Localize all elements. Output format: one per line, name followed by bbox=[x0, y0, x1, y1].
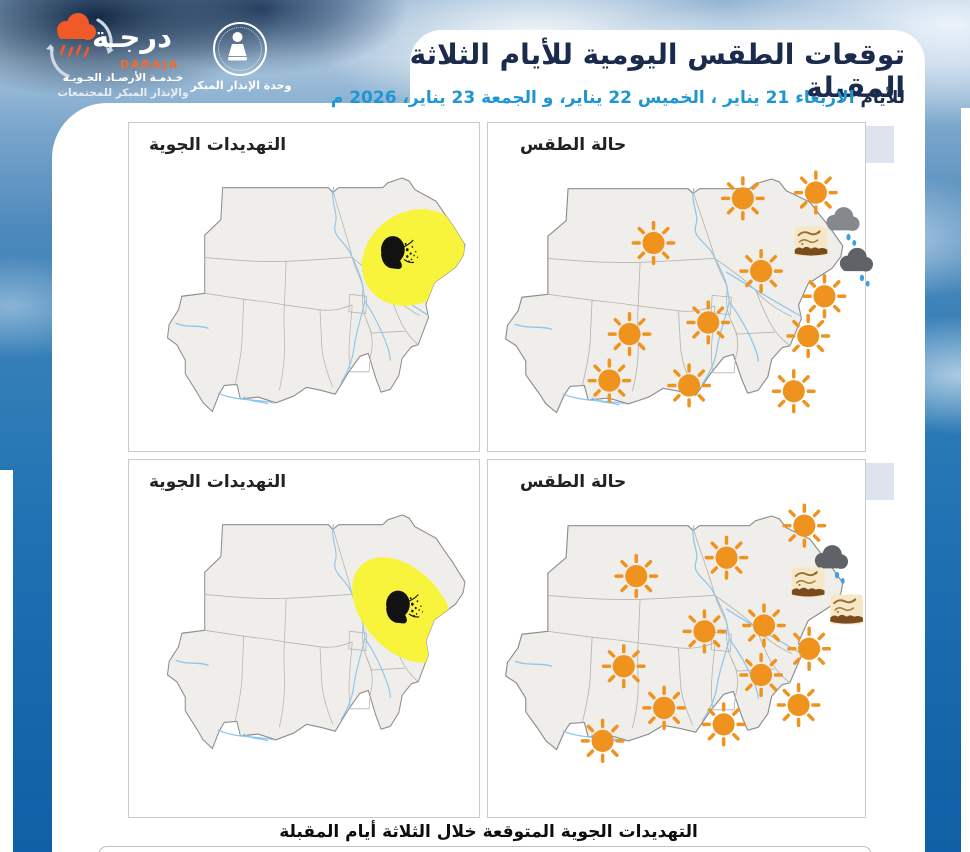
sun-icon bbox=[704, 535, 749, 580]
sun-icon bbox=[776, 682, 821, 728]
sun-icon bbox=[739, 652, 784, 698]
subtitle-lead: للأيام bbox=[860, 88, 905, 108]
sun-icon bbox=[742, 603, 786, 648]
sun-icon bbox=[739, 248, 784, 294]
threats-panel-title: التهديدات الجوية bbox=[149, 135, 287, 155]
sudan-weather-map-tomorrow bbox=[496, 503, 863, 768]
header-card bbox=[410, 30, 925, 112]
dust-storm-icon bbox=[794, 226, 828, 257]
left-page-margin bbox=[0, 470, 13, 852]
sun-icon bbox=[787, 626, 832, 671]
sun-icon bbox=[686, 300, 731, 345]
dust-storm-icon bbox=[830, 594, 863, 625]
daraja-name-english: DARAJA bbox=[120, 58, 180, 71]
bottom-partial-panel bbox=[98, 846, 872, 852]
threats-panel-tomorrow: التهديدات الجوية bbox=[128, 459, 480, 818]
sun-icon bbox=[667, 363, 711, 408]
page-title: توقعات الطقس اليومية للأيام الثلاثة المق… bbox=[409, 38, 905, 104]
sun-icon bbox=[587, 358, 632, 403]
sun-icon bbox=[793, 170, 838, 215]
wind-dust-threat-icon bbox=[381, 236, 419, 270]
sun-icon bbox=[771, 369, 816, 414]
sun-icon bbox=[580, 718, 625, 763]
daraja-tagline-line2: والإنذار المبكر للمجتمعات bbox=[57, 87, 189, 99]
weather-panel-today: حالة الطقس bbox=[487, 122, 874, 452]
rain-cloud-icon bbox=[839, 247, 874, 287]
sun-icon bbox=[720, 176, 765, 221]
subtitle-dates: الاربعاء 21 يناير ، الخميس 22 يناير، و ا… bbox=[330, 88, 855, 108]
sudan-weather-map-today bbox=[496, 170, 874, 431]
sudan-threat-map-tomorrow bbox=[159, 514, 481, 767]
sudan-threat-map-today bbox=[159, 177, 481, 430]
ewu-ring bbox=[213, 22, 267, 76]
footer-caption: التهديدات الجوية المتوقعة خلال الثلاثة أ… bbox=[279, 822, 698, 842]
daraja-tagline-line1: خـدمـة الأرصـاد الجـويـة bbox=[62, 72, 184, 84]
daraja-cloud-rain-icon bbox=[46, 13, 114, 78]
weather-panel-title: حالة الطقس bbox=[520, 472, 627, 492]
dust-storm-icon bbox=[791, 567, 825, 598]
right-page-margin bbox=[961, 108, 970, 852]
sun-icon bbox=[614, 553, 659, 599]
weather-panel-title: حالة الطقس bbox=[520, 135, 627, 155]
daraja-name-arabic: درجـة bbox=[92, 20, 172, 54]
daraja-logo: درجـة DARAJA خـدمـة الأرصـاد الجـويـة وا… bbox=[42, 6, 202, 104]
sun-icon bbox=[802, 274, 847, 319]
rain-cloud-icon bbox=[814, 545, 849, 584]
sun-icon bbox=[682, 609, 727, 654]
sun-icon bbox=[782, 503, 827, 548]
early-warning-unit-logo: وحدة الإنذار المبكر bbox=[191, 16, 291, 102]
sun-icon bbox=[701, 702, 746, 747]
sun-icon bbox=[786, 313, 831, 359]
rain-cloud-icon bbox=[826, 207, 860, 246]
ewu-emblem-icon bbox=[228, 32, 247, 61]
ewu-label: وحدة الإنذار المبكر bbox=[190, 79, 292, 92]
threats-panel-title: التهديدات الجوية bbox=[149, 472, 287, 492]
sun-icon bbox=[631, 220, 676, 266]
wind-dust-threat-icon bbox=[386, 590, 424, 624]
sun-icon bbox=[601, 644, 646, 689]
threats-panel-today: التهديدات الجوية bbox=[128, 122, 480, 452]
weather-panel-tomorrow: حالة الطقس bbox=[487, 459, 866, 818]
ewu-ring-inner bbox=[218, 27, 262, 71]
sun-icon bbox=[642, 685, 686, 731]
page-subtitle: للأيام الاربعاء 21 يناير ، الخميس 22 ينا… bbox=[305, 88, 905, 108]
sun-icon bbox=[607, 311, 652, 357]
